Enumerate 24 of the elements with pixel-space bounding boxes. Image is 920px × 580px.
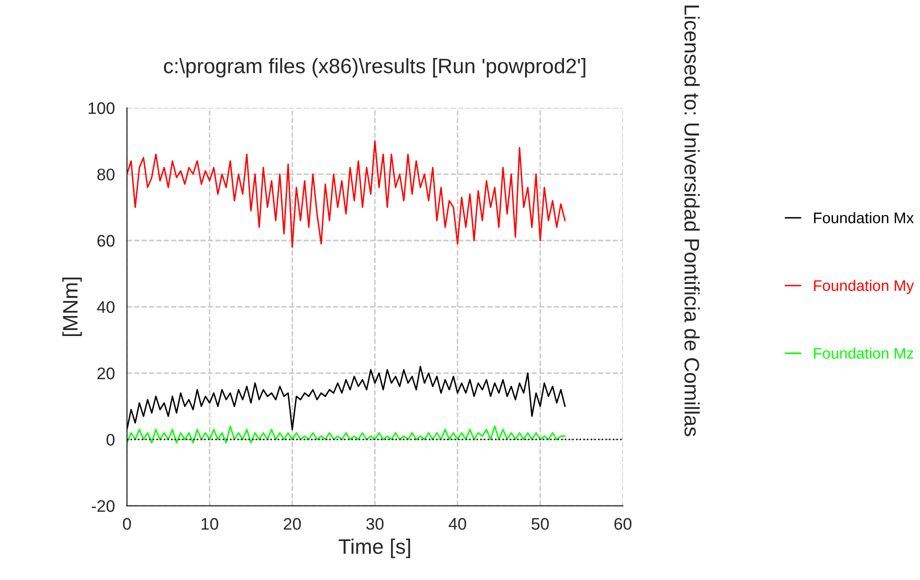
y-axis-title: [MNm] bbox=[62, 278, 82, 336]
y-tick-label: 100 bbox=[88, 102, 115, 114]
legend-label: Foundation My bbox=[814, 280, 914, 294]
y-tick-label: 20 bbox=[97, 368, 115, 380]
y-tick-label: -20 bbox=[92, 500, 115, 512]
x-tick-label: 0 bbox=[122, 518, 131, 530]
x-tick-label: 20 bbox=[284, 518, 301, 530]
line-series bbox=[126, 140, 566, 248]
x-axis-title: Time [s] bbox=[338, 538, 410, 558]
legend-label: Foundation Mz bbox=[814, 348, 914, 359]
x-tick-label: 40 bbox=[448, 518, 466, 530]
chart-title: c:\program files (x86)\results [Run 'powprod2'] bbox=[164, 58, 586, 78]
y-tick-label: 0 bbox=[106, 434, 115, 446]
x-tick-label: 50 bbox=[532, 518, 549, 530]
legend-label: Foundation Mx bbox=[814, 212, 914, 224]
y-tick-label: 60 bbox=[97, 234, 115, 247]
x-tick-label: 30 bbox=[366, 518, 384, 530]
line-series bbox=[126, 425, 566, 444]
y-tick-label: 80 bbox=[97, 168, 115, 180]
text: Licensed to: Universidad Pontificia de Comillas bbox=[684, 6, 700, 436]
line-series bbox=[126, 366, 566, 430]
x-tick-label: 60 bbox=[614, 518, 632, 530]
x-tick-label: 10 bbox=[202, 518, 218, 530]
y-tick-label: 40 bbox=[97, 301, 115, 314]
